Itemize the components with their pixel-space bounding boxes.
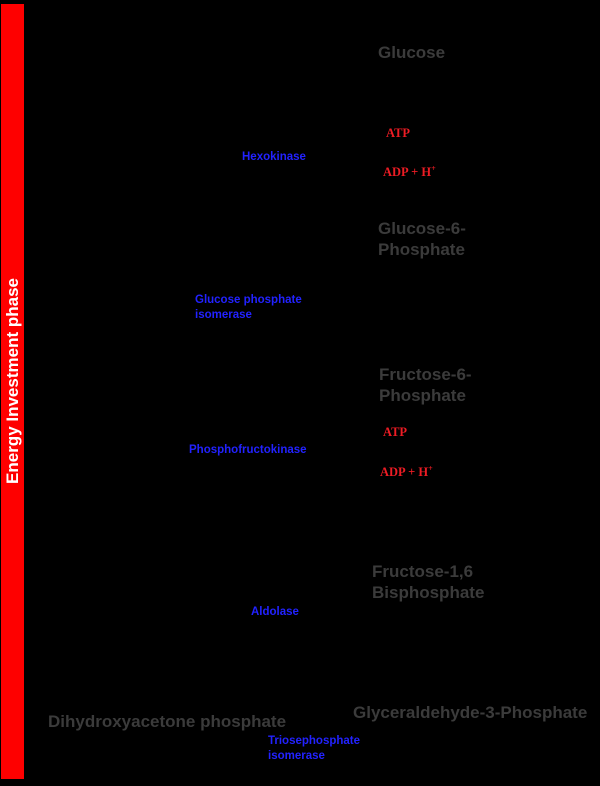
metabolite-label-fructose-6-phosphate: Fructose-6- Phosphate (379, 364, 472, 406)
cofactor-text: ATP (386, 126, 411, 140)
metabolite-label-glyceraldehyde-3-phosphate: Glyceraldehyde-3-Phosphate (353, 702, 587, 723)
metabolite-line: Fructose-6- (379, 365, 472, 384)
cofactor-text: ADP + H (383, 165, 432, 179)
enzyme-line: Triosephosphate (268, 735, 361, 747)
enzyme-label-hexokinase: Hexokinase (242, 150, 306, 165)
metabolite-line: Dihydroxyacetone phosphate (48, 712, 287, 731)
cofactor-text: ADP + H (380, 465, 429, 479)
metabolite-line: Fructose-1,6 (372, 562, 474, 581)
cofactor-label-atp-2: ATP (383, 425, 407, 440)
cofactor-label-atp-1: ATP (386, 126, 410, 141)
metabolite-line: Glucose-6- (378, 219, 466, 238)
enzyme-line: isomerase (195, 308, 252, 321)
metabolite-label-glucose: Glucose (378, 42, 445, 63)
enzyme-label-aldolase: Aldolase (251, 605, 299, 620)
cofactor-label-adp-h-2: ADP + H+ (380, 463, 433, 480)
cofactor-label-adp-h-1: ADP + H+ (383, 163, 436, 180)
cofactor-text: ATP (383, 425, 408, 439)
metabolite-line: Phosphate (379, 386, 466, 405)
enzyme-line: Aldolase (251, 606, 299, 618)
metabolite-line: Phosphate (378, 240, 465, 259)
metabolite-line: Bisphosphate (372, 583, 485, 602)
metabolite-label-glucose-6-phosphate: Glucose-6- Phosphate (378, 218, 466, 260)
enzyme-label-triosephosphate-isomerase: Triosephosphate isomerase (268, 734, 360, 763)
metabolite-label-dihydroxyacetone-phosphate: Dihydroxyacetone phosphate (48, 711, 286, 732)
energy-investment-phase-bar: Energy Investment phase (1, 4, 24, 779)
enzyme-line: isomerase (268, 749, 325, 762)
metabolite-line: Glyceraldehyde-3-Phosphate (353, 703, 588, 722)
energy-investment-phase-label: Energy Investment phase (3, 278, 22, 484)
enzyme-label-glucose-phosphate-isomerase: Glucose phosphate isomerase (195, 293, 302, 322)
enzyme-label-phosphofructokinase: Phosphofructokinase (189, 443, 307, 458)
cofactor-superscript: + (431, 163, 436, 173)
enzyme-line: Phosphofructokinase (189, 444, 307, 456)
metabolite-line: Glucose (378, 43, 446, 62)
enzyme-line: Hexokinase (242, 151, 306, 163)
enzyme-line: Glucose phosphate (195, 294, 302, 306)
cofactor-superscript: + (428, 463, 433, 473)
metabolite-label-fructose-1-6-bisphosphate: Fructose-1,6 Bisphosphate (372, 561, 484, 603)
